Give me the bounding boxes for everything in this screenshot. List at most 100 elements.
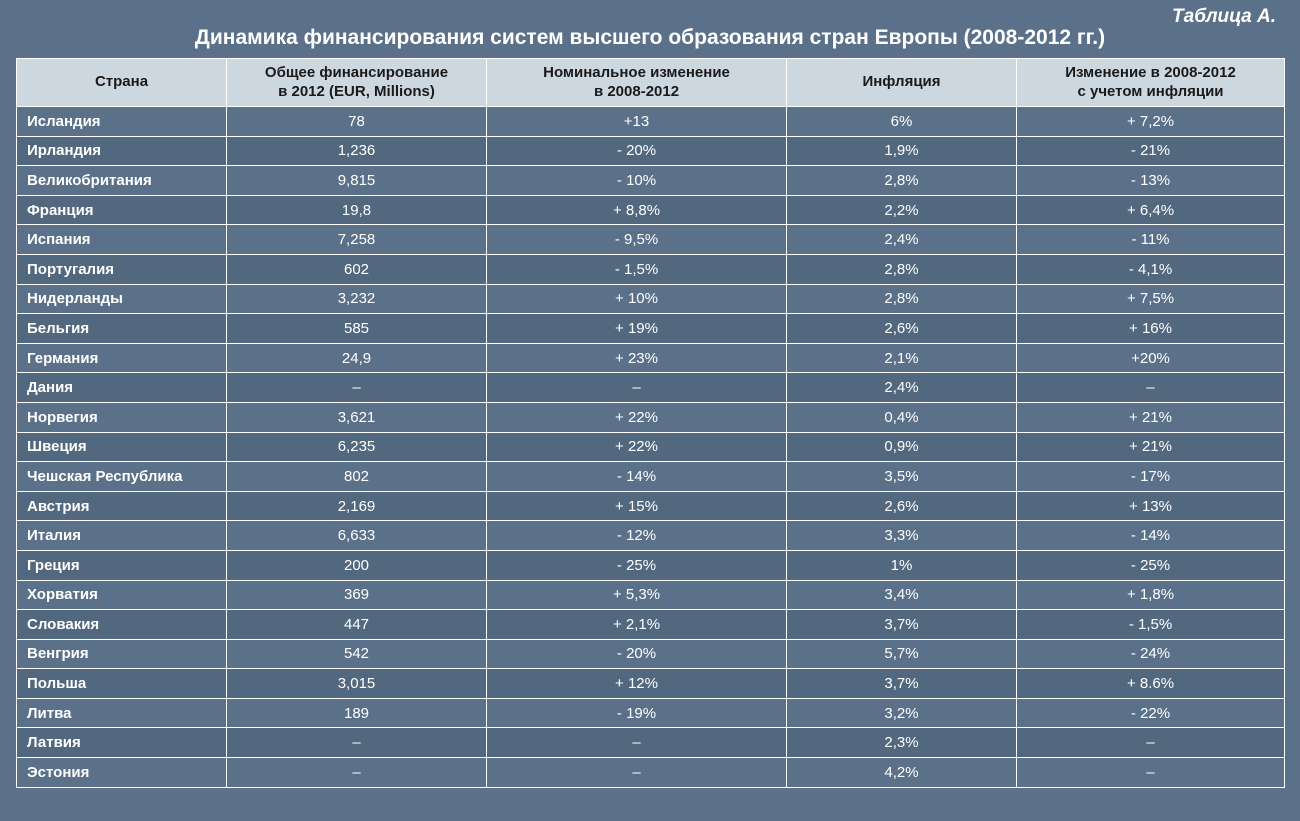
value-cell: + 23% [487, 343, 787, 373]
value-cell: - 22% [1017, 698, 1285, 728]
country-cell: Чешская Республика [17, 462, 227, 492]
col-header-2: Номинальное изменениев 2008-2012 [487, 59, 787, 107]
value-cell: + 1,8% [1017, 580, 1285, 610]
value-cell: – [1017, 758, 1285, 788]
table-row: Португалия602- 1,5%2,8%- 4,1% [17, 254, 1285, 284]
value-cell: + 5,3% [487, 580, 787, 610]
country-cell: Исландия [17, 107, 227, 137]
country-cell: Латвия [17, 728, 227, 758]
table-row: Чешская Республика802- 14%3,5%- 17% [17, 462, 1285, 492]
value-cell: - 11% [1017, 225, 1285, 255]
country-cell: Норвегия [17, 402, 227, 432]
value-cell: 542 [227, 639, 487, 669]
table-row: Норвегия3,621+ 22%0,4%+ 21% [17, 402, 1285, 432]
value-cell: + 21% [1017, 402, 1285, 432]
value-cell: 3,2% [787, 698, 1017, 728]
value-cell: 2,6% [787, 491, 1017, 521]
country-cell: Бельгия [17, 314, 227, 344]
country-cell: Хорватия [17, 580, 227, 610]
value-cell: 3,4% [787, 580, 1017, 610]
value-cell: 3,015 [227, 669, 487, 699]
table-row: Латвия––2,3%– [17, 728, 1285, 758]
value-cell: - 12% [487, 521, 787, 551]
col-header-1: Общее финансированиев 2012 (EUR, Million… [227, 59, 487, 107]
country-cell: Эстония [17, 758, 227, 788]
value-cell: + 7,2% [1017, 107, 1285, 137]
table-row: Исландия78+136%+ 7,2% [17, 107, 1285, 137]
value-cell: 0,9% [787, 432, 1017, 462]
value-cell: 4,2% [787, 758, 1017, 788]
value-cell: + 22% [487, 432, 787, 462]
table-row: Греция200- 25%1%- 25% [17, 550, 1285, 580]
value-cell: - 14% [1017, 521, 1285, 551]
table-row: Италия6,633- 12%3,3%- 14% [17, 521, 1285, 551]
value-cell: - 25% [487, 550, 787, 580]
value-cell: + 6,4% [1017, 195, 1285, 225]
value-cell: 1,9% [787, 136, 1017, 166]
value-cell: 0,4% [787, 402, 1017, 432]
value-cell: 1,236 [227, 136, 487, 166]
value-cell: + 8,8% [487, 195, 787, 225]
value-cell: 802 [227, 462, 487, 492]
value-cell: - 4,1% [1017, 254, 1285, 284]
country-cell: Греция [17, 550, 227, 580]
value-cell: 2,8% [787, 166, 1017, 196]
value-cell: 189 [227, 698, 487, 728]
value-cell: - 25% [1017, 550, 1285, 580]
value-cell: + 7,5% [1017, 284, 1285, 314]
page: Таблица А. Динамика финансирования систе… [0, 0, 1300, 821]
value-cell: 9,815 [227, 166, 487, 196]
value-cell: - 9,5% [487, 225, 787, 255]
value-cell: 2,2% [787, 195, 1017, 225]
value-cell: 585 [227, 314, 487, 344]
value-cell: – [227, 728, 487, 758]
value-cell: 2,8% [787, 254, 1017, 284]
value-cell: - 20% [487, 639, 787, 669]
value-cell: - 19% [487, 698, 787, 728]
col-header-4: Изменение в 2008-2012с учетом инфляции [1017, 59, 1285, 107]
country-cell: Франция [17, 195, 227, 225]
table-row: Нидерланды3,232+ 10%2,8%+ 7,5% [17, 284, 1285, 314]
value-cell: – [1017, 728, 1285, 758]
value-cell: 602 [227, 254, 487, 284]
value-cell: + 10% [487, 284, 787, 314]
table-row: Великобритания9,815- 10%2,8%- 13% [17, 166, 1285, 196]
value-cell: - 17% [1017, 462, 1285, 492]
country-cell: Италия [17, 521, 227, 551]
value-cell: + 12% [487, 669, 787, 699]
value-cell: 3,232 [227, 284, 487, 314]
table-row: Эстония––4,2%– [17, 758, 1285, 788]
data-table: СтранаОбщее финансированиев 2012 (EUR, M… [16, 58, 1285, 788]
table-row: Австрия2,169+ 15%2,6%+ 13% [17, 491, 1285, 521]
value-cell: + 21% [1017, 432, 1285, 462]
table-row: Дания––2,4%– [17, 373, 1285, 403]
value-cell: 3,5% [787, 462, 1017, 492]
value-cell: + 2,1% [487, 610, 787, 640]
table-body: Исландия78+136%+ 7,2%Ирландия1,236- 20%1… [17, 107, 1285, 788]
value-cell: 2,8% [787, 284, 1017, 314]
table-row: Венгрия542- 20%5,7%- 24% [17, 639, 1285, 669]
value-cell: - 1,5% [1017, 610, 1285, 640]
table-row: Словакия447+ 2,1%3,7%- 1,5% [17, 610, 1285, 640]
value-cell: +13 [487, 107, 787, 137]
country-cell: Дания [17, 373, 227, 403]
value-cell: + 15% [487, 491, 787, 521]
col-header-3: Инфляция [787, 59, 1017, 107]
header-row: СтранаОбщее финансированиев 2012 (EUR, M… [17, 59, 1285, 107]
table-head: СтранаОбщее финансированиев 2012 (EUR, M… [17, 59, 1285, 107]
country-cell: Словакия [17, 610, 227, 640]
value-cell: 2,3% [787, 728, 1017, 758]
country-cell: Германия [17, 343, 227, 373]
table-row: Испания7,258- 9,5%2,4%- 11% [17, 225, 1285, 255]
value-cell: - 10% [487, 166, 787, 196]
value-cell: – [487, 728, 787, 758]
value-cell: 1% [787, 550, 1017, 580]
country-cell: Нидерланды [17, 284, 227, 314]
value-cell: 3,621 [227, 402, 487, 432]
table-row: Германия24,9+ 23%2,1%+20% [17, 343, 1285, 373]
country-cell: Польша [17, 669, 227, 699]
table-wrapper: СтранаОбщее финансированиев 2012 (EUR, M… [16, 58, 1284, 788]
value-cell: + 19% [487, 314, 787, 344]
table-row: Швеция6,235+ 22%0,9%+ 21% [17, 432, 1285, 462]
country-cell: Венгрия [17, 639, 227, 669]
